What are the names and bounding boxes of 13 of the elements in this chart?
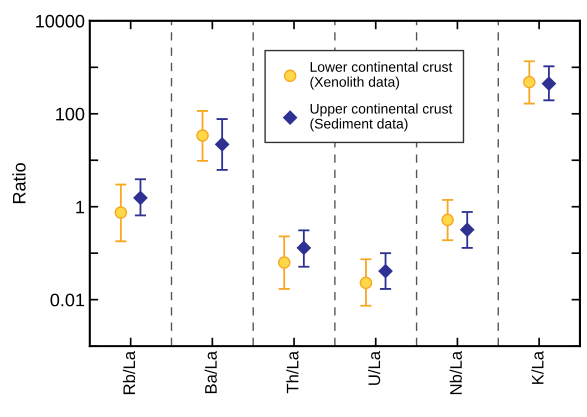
x-tick-label: Th/La xyxy=(286,350,299,394)
y-tick-label: 100 xyxy=(56,108,84,120)
x-tick-label: Ba/La xyxy=(204,350,217,394)
x-tick-label: U/La xyxy=(368,350,380,385)
x-tick-label: Nb/La xyxy=(450,350,462,394)
y-axis-title: Ratio xyxy=(12,163,26,204)
legend-label: Upper continental crust (Sediment data) xyxy=(310,103,452,132)
y-tick-label: 10000 xyxy=(36,14,84,28)
y-tick-label: 1 xyxy=(76,200,84,214)
x-tick-label: K/La xyxy=(531,350,544,384)
y-tick-label: 0.01 xyxy=(50,294,84,306)
legend-label: Lower continental crust (Xenolith data) xyxy=(310,62,452,90)
x-tick-label: Rb/La xyxy=(122,350,136,394)
